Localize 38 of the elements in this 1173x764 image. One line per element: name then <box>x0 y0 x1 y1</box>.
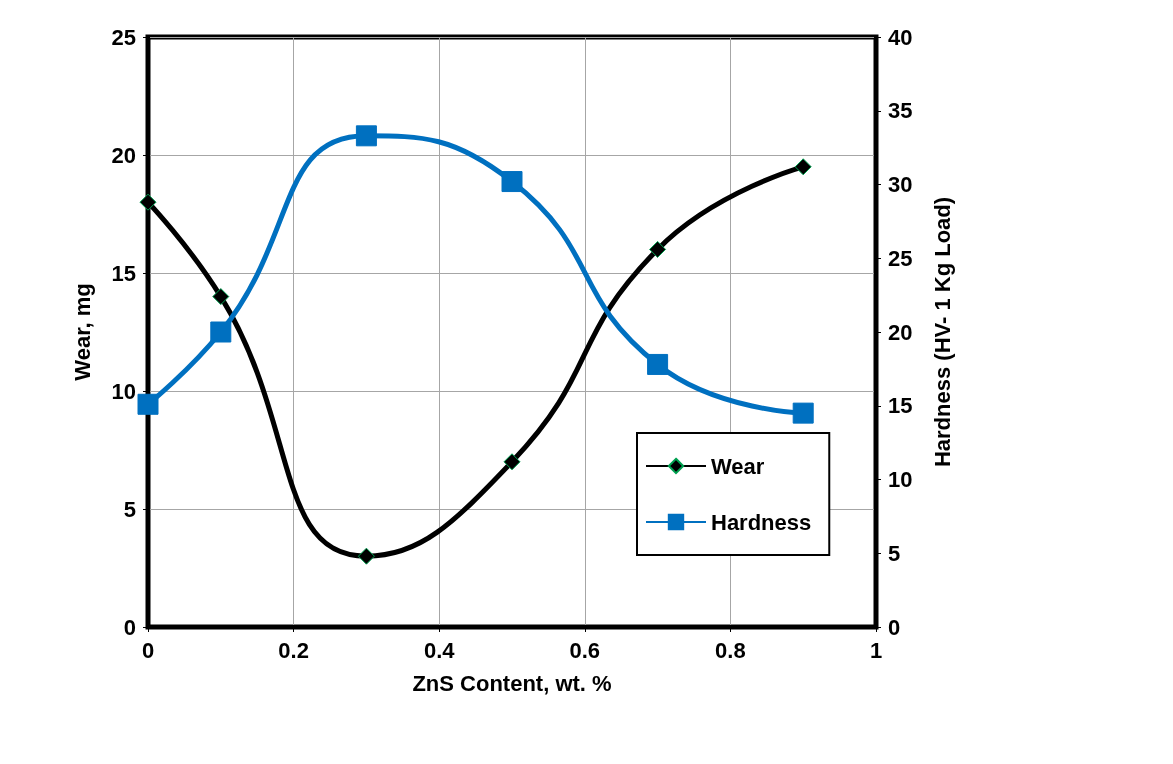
point <box>794 158 812 176</box>
legend-label: Hardness <box>711 509 812 535</box>
point <box>501 171 523 193</box>
point <box>647 353 669 375</box>
y-axis-title: Wear, mg <box>69 283 95 381</box>
x-tick-label: 0 <box>141 637 155 663</box>
point <box>212 288 230 306</box>
y-tick-label: 15 <box>111 260 136 286</box>
point <box>137 393 159 415</box>
y2-tick-label: 40 <box>888 24 913 50</box>
point <box>792 402 814 424</box>
x-tick-label: 0.8 <box>715 637 746 663</box>
point <box>355 125 377 147</box>
y-tick-label: 25 <box>111 24 136 50</box>
y2-tick-label: 0 <box>888 614 901 640</box>
y2-tick-label: 25 <box>888 245 913 271</box>
x-tick-label: 0.6 <box>569 637 601 663</box>
point <box>649 240 667 258</box>
point <box>210 321 232 343</box>
y2-tick-label: 30 <box>888 172 913 197</box>
y-tick-label: 0 <box>123 614 136 640</box>
point <box>139 193 157 211</box>
y-tick-label: 20 <box>111 142 136 168</box>
point <box>503 453 521 471</box>
point <box>357 547 375 565</box>
y2-tick-label: 20 <box>888 319 913 345</box>
y2-tick-label: 35 <box>888 98 913 124</box>
x-tick-label: 0.4 <box>423 637 456 663</box>
y2-tick-label: 5 <box>888 540 901 566</box>
x-tick-label: 1 <box>869 637 883 663</box>
y-tick-label: 10 <box>111 378 136 404</box>
y-tick-label: 5 <box>123 496 136 522</box>
y2-axis-title: Hardness (HV- 1 Kg Load) <box>929 196 955 468</box>
x-tick-label: 0.2 <box>278 637 309 663</box>
legend-label: Wear <box>711 453 765 479</box>
x-axis-title: ZnS Content, wt. % <box>412 670 612 696</box>
y2-tick-label: 15 <box>888 393 913 419</box>
y2-tick-label: 10 <box>888 467 913 492</box>
